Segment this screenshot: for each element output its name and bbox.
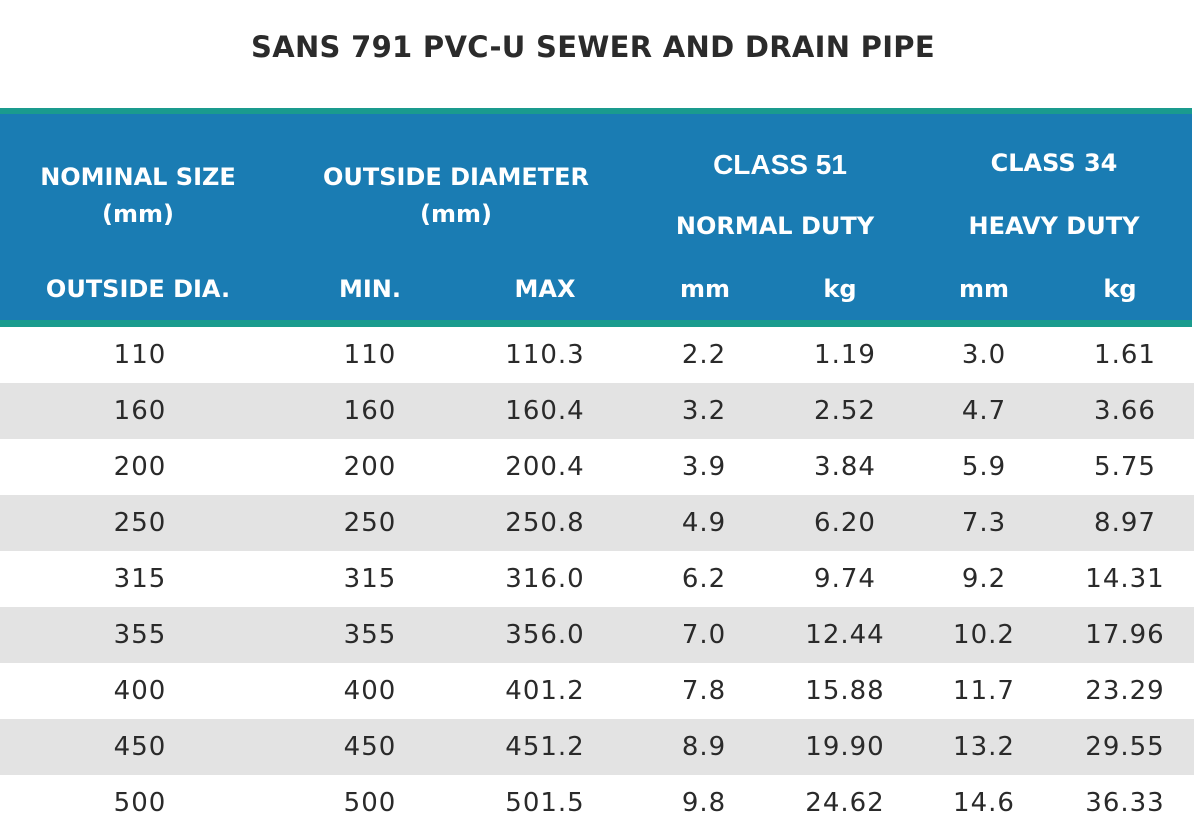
cell-class51-mm: 7.0 <box>681 620 727 650</box>
cell-max: 160.4 <box>505 396 585 426</box>
cell-min: 400 <box>343 676 397 706</box>
header-min: MIN. <box>338 275 401 303</box>
cell-class34-mm: 4.7 <box>961 396 1007 426</box>
page-title: SANS 791 PVC-U SEWER AND DRAIN PIPE <box>251 30 935 64</box>
cell-class34-kg: 8.97 <box>1094 508 1156 538</box>
cell-class34-kg: 36.33 <box>1085 788 1165 818</box>
header-class51-kg: kg <box>823 275 857 303</box>
table-row: 355 355 356.0 7.0 12.44 10.2 17.96 <box>0 607 1194 663</box>
cell-min: 355 <box>343 620 397 650</box>
cell-nominal-size: 250 <box>113 508 167 538</box>
cell-nominal-size: 400 <box>113 676 167 706</box>
header-class51-mm: mm <box>679 275 730 303</box>
cell-class51-kg: 24.62 <box>805 788 885 818</box>
header-class-34: CLASS 34 <box>990 149 1118 177</box>
cell-class34-kg: 3.66 <box>1094 396 1156 426</box>
table-row: 400 400 401.2 7.8 15.88 11.7 23.29 <box>0 663 1194 719</box>
table-header: NOMINAL SIZE (mm) OUTSIDE DIA. OUTSIDE D… <box>0 108 1192 327</box>
cell-class51-mm: 2.2 <box>681 340 727 370</box>
header-class34-kg: kg <box>1103 275 1137 303</box>
cell-class34-mm: 13.2 <box>953 732 1015 762</box>
cell-max: 401.2 <box>505 676 585 706</box>
cell-class51-kg: 12.44 <box>805 620 885 650</box>
header-heavy-duty: HEAVY DUTY <box>968 212 1140 240</box>
cell-max: 451.2 <box>505 732 585 762</box>
pipe-spec-table: NOMINAL SIZE (mm) OUTSIDE DIA. OUTSIDE D… <box>0 108 1194 829</box>
cell-min: 500 <box>343 788 397 818</box>
cell-class51-mm: 6.2 <box>681 564 727 594</box>
header-normal-duty: NORMAL DUTY <box>675 212 875 240</box>
cell-class51-mm: 9.8 <box>681 788 727 818</box>
header-class34-mm: mm <box>958 275 1009 303</box>
cell-class51-kg: 19.90 <box>805 732 885 762</box>
table-row: 160 160 160.4 3.2 2.52 4.7 3.66 <box>0 383 1194 439</box>
cell-min: 250 <box>343 508 397 538</box>
cell-nominal-size: 160 <box>113 396 167 426</box>
cell-min: 450 <box>343 732 397 762</box>
cell-class34-kg: 5.75 <box>1094 452 1156 482</box>
cell-class34-kg: 23.29 <box>1085 676 1165 706</box>
cell-class51-mm: 3.2 <box>681 396 727 426</box>
cell-max: 200.4 <box>505 452 585 482</box>
cell-class51-mm: 8.9 <box>681 732 727 762</box>
table-row: 450 450 451.2 8.9 19.90 13.2 29.55 <box>0 719 1194 775</box>
cell-class34-mm: 11.7 <box>953 676 1015 706</box>
cell-class34-mm: 5.9 <box>961 452 1007 482</box>
cell-max: 356.0 <box>505 620 585 650</box>
cell-max: 316.0 <box>505 564 585 594</box>
table-body: 110 110 110.3 2.2 1.19 3.0 1.61 160 160 … <box>0 327 1194 831</box>
table-row: 500 500 501.5 9.8 24.62 14.6 36.33 <box>0 775 1194 831</box>
cell-class51-kg: 2.52 <box>814 396 876 426</box>
table-row: 200 200 200.4 3.9 3.84 5.9 5.75 <box>0 439 1194 495</box>
table-row: 250 250 250.8 4.9 6.20 7.3 8.97 <box>0 495 1194 551</box>
cell-max: 110.3 <box>505 340 585 370</box>
cell-class51-kg: 9.74 <box>814 564 876 594</box>
cell-class51-mm: 3.9 <box>681 452 727 482</box>
cell-class34-kg: 17.96 <box>1085 620 1165 650</box>
cell-class34-kg: 14.31 <box>1085 564 1165 594</box>
table-row: 315 315 316.0 6.2 9.74 9.2 14.31 <box>0 551 1194 607</box>
cell-class34-mm: 10.2 <box>953 620 1015 650</box>
header-max: MAX <box>514 275 576 303</box>
table-row: 110 110 110.3 2.2 1.19 3.0 1.61 <box>0 327 1194 383</box>
cell-min: 315 <box>343 564 397 594</box>
cell-class34-mm: 7.3 <box>961 508 1007 538</box>
cell-nominal-size: 355 <box>113 620 167 650</box>
header-nominal-size: NOMINAL SIZE <box>40 163 236 191</box>
header-outside-dia: OUTSIDE DIA. <box>45 275 231 303</box>
cell-max: 250.8 <box>505 508 585 538</box>
cell-class34-kg: 1.61 <box>1094 340 1156 370</box>
cell-class51-kg: 15.88 <box>805 676 885 706</box>
header-class-51: CLASS 51 <box>713 149 847 180</box>
cell-class34-mm: 9.2 <box>961 564 1007 594</box>
cell-class51-mm: 4.9 <box>681 508 727 538</box>
cell-class51-kg: 1.19 <box>814 340 876 370</box>
cell-nominal-size: 200 <box>113 452 167 482</box>
cell-min: 160 <box>343 396 397 426</box>
cell-class34-mm: 14.6 <box>953 788 1015 818</box>
cell-nominal-size: 450 <box>113 732 167 762</box>
cell-class34-mm: 3.0 <box>961 340 1007 370</box>
cell-class34-kg: 29.55 <box>1085 732 1165 762</box>
cell-max: 501.5 <box>505 788 585 818</box>
cell-min: 110 <box>343 340 397 370</box>
cell-min: 200 <box>343 452 397 482</box>
cell-nominal-size: 500 <box>113 788 167 818</box>
header-outside-diameter: OUTSIDE DIAMETER <box>322 163 590 191</box>
header-nominal-size-unit: (mm) <box>102 200 174 228</box>
cell-class51-kg: 3.84 <box>814 452 876 482</box>
cell-nominal-size: 315 <box>113 564 167 594</box>
header-outside-diameter-unit: (mm) <box>420 200 492 228</box>
cell-nominal-size: 110 <box>113 340 167 370</box>
cell-class51-mm: 7.8 <box>681 676 727 706</box>
cell-class51-kg: 6.20 <box>814 508 876 538</box>
